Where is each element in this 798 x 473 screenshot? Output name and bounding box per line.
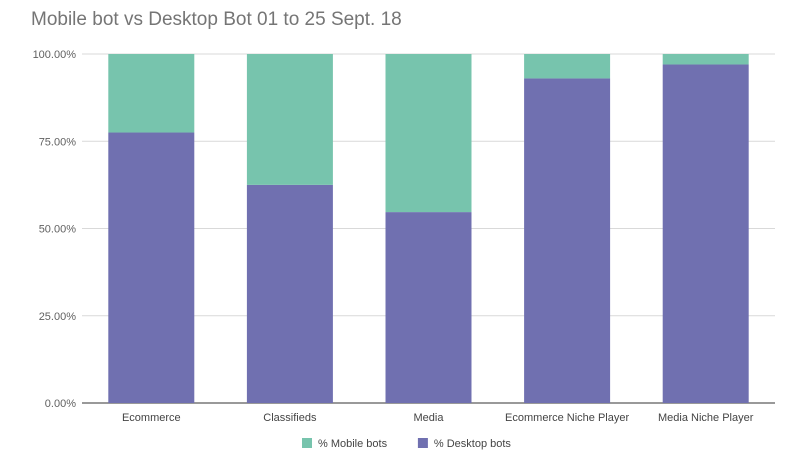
bar-segment-desktop <box>524 78 611 404</box>
x-tick-label: Ecommerce Niche Player <box>505 412 629 424</box>
bar-segment-desktop <box>662 64 749 403</box>
legend-swatch <box>302 438 312 448</box>
bar-segment-desktop <box>246 184 333 403</box>
x-tick-label: Ecommerce <box>122 412 181 424</box>
y-tick-label: 75.00% <box>39 136 77 148</box>
bar-segment-mobile <box>246 54 333 185</box>
x-tick-label: Media <box>414 412 445 424</box>
bar-segment-mobile <box>108 54 195 133</box>
y-tick-label: 100.00% <box>33 49 77 61</box>
chart-title: Mobile bot vs Desktop Bot 01 to 25 Sept.… <box>31 9 402 30</box>
x-tick-label: Classifieds <box>263 412 317 424</box>
bar-segment-desktop <box>385 212 472 403</box>
bar-segment-desktop <box>108 132 195 403</box>
legend-label: % Desktop bots <box>434 438 512 450</box>
bar-segment-mobile <box>524 54 611 79</box>
bar-segment-mobile <box>385 54 472 213</box>
legend-label: % Mobile bots <box>318 438 388 450</box>
x-tick-label: Media Niche Player <box>658 412 754 424</box>
bar-segment-mobile <box>662 54 749 65</box>
legend-swatch <box>417 438 428 448</box>
y-tick-label: 50.00% <box>39 224 77 236</box>
y-tick-label: 25.00% <box>39 311 77 323</box>
y-tick-label: 0.00% <box>45 398 76 410</box>
